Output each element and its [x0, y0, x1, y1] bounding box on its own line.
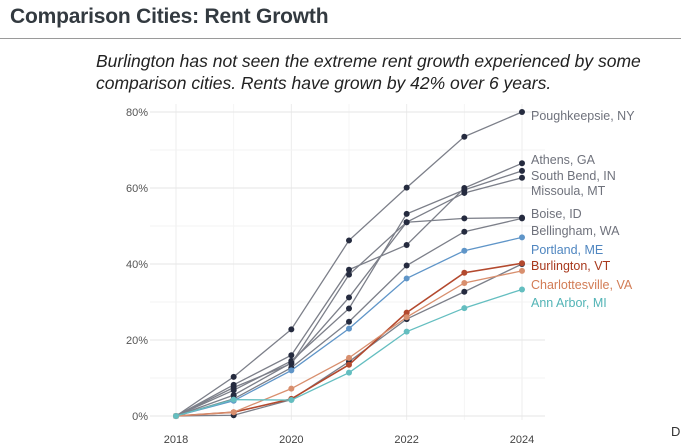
subtitle-line-1: Burlington has not seen the extreme rent… — [96, 51, 641, 71]
data-point-charlottesville-va — [346, 354, 352, 361]
data-point-south-bend-in — [346, 305, 352, 312]
data-point-unlabeled — [461, 288, 468, 295]
data-point-poughkeepsie-ny — [288, 326, 295, 333]
data-point-ann-arbor-mi — [346, 369, 352, 376]
data-point-missoula-mt — [346, 271, 352, 278]
data-point-boise-id — [403, 219, 410, 226]
data-point-athens-ga — [288, 352, 295, 359]
page-title: Comparison Cities: Rent Growth — [10, 5, 329, 28]
data-point-ann-arbor-mi — [173, 413, 179, 419]
data-point-burlington-vt — [519, 260, 525, 267]
title-divider — [0, 38, 681, 39]
data-point-ann-arbor-mi — [230, 396, 237, 403]
y-tick-label: 0% — [132, 411, 148, 423]
cropped-edge-text: D — [671, 424, 681, 439]
data-point-ann-arbor-mi — [288, 397, 295, 404]
data-point-charlottesville-va — [519, 267, 525, 274]
data-point-missoula-mt — [461, 189, 468, 196]
data-point-burlington-vt — [346, 361, 352, 368]
data-point-bellingham-wa — [346, 318, 352, 325]
data-point-ann-arbor-mi — [461, 305, 468, 312]
data-point-boise-id — [461, 215, 468, 222]
data-point-bellingham-wa — [403, 262, 410, 269]
data-point-portland-me — [346, 325, 352, 332]
data-point-ann-arbor-mi — [403, 328, 410, 335]
data-point-south-bend-in — [403, 210, 410, 217]
data-point-boise-id — [346, 294, 352, 301]
data-point-charlottesville-va — [461, 280, 468, 286]
series-label-athens-ga: Athens, GA — [531, 153, 596, 167]
data-point-south-bend-in — [519, 167, 525, 174]
series-label-poughkeepsie-ny: Poughkeepsie, NY — [531, 109, 635, 123]
data-point-portland-me — [403, 275, 410, 282]
data-point-missoula-mt — [519, 174, 525, 181]
subtitle-line-2: comparison cities. Rents have grown by 4… — [96, 73, 552, 93]
data-point-athens-ga — [519, 160, 525, 167]
series-label-south-bend-in: South Bend, IN — [531, 169, 616, 183]
x-tick-label: 2018 — [164, 434, 188, 446]
data-point-missoula-mt — [230, 384, 237, 391]
x-tick-label: 2020 — [279, 434, 303, 446]
chart-subtitle: Burlington has not seen the extreme rent… — [96, 50, 681, 94]
x-tick-label: 2024 — [510, 434, 534, 446]
data-point-poughkeepsie-ny — [346, 237, 352, 244]
data-point-charlottesville-va — [230, 409, 237, 416]
series-label-missoula-mt: Missoula, MT — [531, 184, 606, 198]
data-point-charlottesville-va — [288, 385, 295, 392]
data-point-portland-me — [461, 247, 468, 254]
y-tick-label: 20% — [126, 335, 148, 347]
data-point-burlington-vt — [403, 309, 410, 316]
series-label-burlington-vt: Burlington, VT — [531, 259, 611, 273]
data-point-poughkeepsie-ny — [230, 373, 237, 380]
y-tick-label: 80% — [126, 107, 148, 119]
data-point-portland-me — [519, 234, 525, 241]
data-point-bellingham-wa — [519, 215, 525, 222]
series-label-portland-me: Portland, ME — [531, 243, 603, 257]
y-tick-label: 60% — [126, 183, 148, 195]
data-point-ann-arbor-mi — [519, 286, 525, 293]
series-label-boise-id: Boise, ID — [531, 207, 582, 221]
data-point-charlottesville-va — [403, 314, 410, 321]
series-label-charlottesville-va: Charlottesville, VA — [531, 278, 633, 292]
data-point-portland-me — [288, 367, 295, 374]
x-tick-label: 2022 — [394, 434, 418, 446]
series-label-bellingham-wa: Bellingham, WA — [531, 224, 620, 238]
data-point-poughkeepsie-ny — [519, 109, 525, 115]
y-tick-label: 40% — [126, 259, 148, 271]
data-point-boise-id — [288, 359, 295, 366]
data-point-burlington-vt — [461, 269, 468, 276]
series-label-ann-arbor-mi: Ann Arbor, MI — [531, 296, 607, 310]
data-point-bellingham-wa — [461, 228, 468, 235]
data-point-athens-ga — [403, 242, 410, 248]
data-point-poughkeepsie-ny — [461, 133, 468, 140]
data-point-poughkeepsie-ny — [403, 184, 410, 191]
data-point-athens-ga — [346, 266, 352, 273]
